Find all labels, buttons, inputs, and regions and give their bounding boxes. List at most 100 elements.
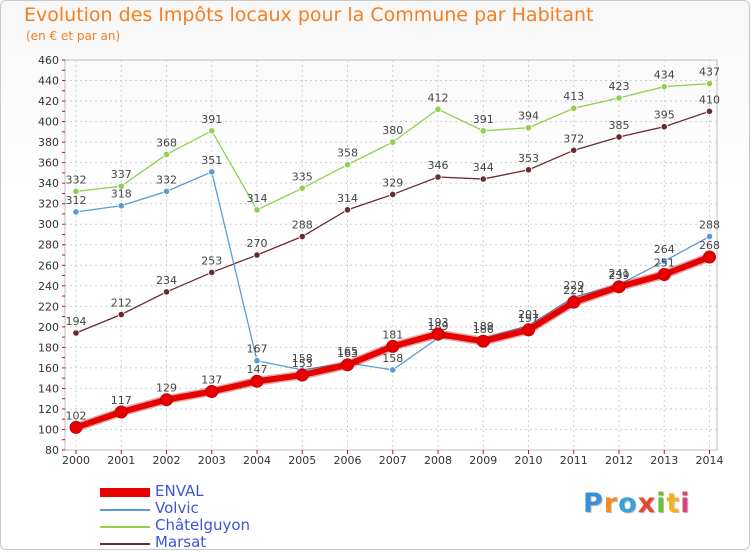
data-label-marsat: 346	[428, 159, 449, 172]
y-tick-label: 100	[38, 423, 59, 436]
y-tick-label: 160	[38, 362, 59, 375]
legend-swatch-marsat	[100, 543, 150, 545]
data-label-chatelguyon: 314	[247, 192, 268, 205]
x-tick-label: 2000	[62, 454, 90, 467]
data-point-marsat	[389, 190, 397, 199]
data-label-chatelguyon: 434	[654, 69, 675, 82]
chart-subtitle: (en € et par an)	[26, 29, 121, 43]
data-label-enval: 153	[292, 357, 313, 370]
data-point-enval	[114, 405, 128, 419]
data-label-chatelguyon: 332	[66, 173, 87, 186]
data-label-volvic: 312	[66, 194, 87, 207]
data-label-enval: 129	[156, 382, 177, 395]
data-label-marsat: 385	[609, 119, 630, 132]
data-label-volvic: 189	[428, 320, 449, 333]
data-label-chatelguyon: 391	[473, 113, 494, 126]
data-label-volvic: 241	[609, 267, 630, 280]
data-point-chatelguyon	[117, 182, 125, 190]
data-point-enval	[703, 250, 716, 264]
x-tick-label: 2006	[334, 454, 362, 467]
data-point-chatelguyon	[479, 127, 487, 135]
data-point-enval	[386, 339, 400, 353]
data-label-enval: 197	[518, 312, 539, 325]
logo-letter: P	[583, 488, 604, 519]
data-point-enval	[476, 334, 490, 348]
data-point-marsat	[343, 206, 352, 214]
legend-swatch-chatelguyon	[100, 526, 150, 528]
legend-item-chatelguyon[interactable]: Châtelguyon	[100, 516, 300, 535]
y-tick-label: 80	[45, 444, 59, 457]
data-label-volvic: 158	[382, 352, 403, 365]
data-label-enval: 181	[382, 328, 403, 341]
data-point-chatelguyon	[705, 80, 714, 88]
legend-label-volvic: Volvic	[155, 499, 199, 517]
data-label-chatelguyon: 423	[609, 80, 630, 93]
legend-item-marsat[interactable]: Marsat	[100, 533, 300, 552]
data-point-chatelguyon	[570, 104, 578, 112]
data-label-marsat: 194	[66, 315, 87, 328]
data-point-marsat	[72, 329, 80, 337]
data-point-enval	[205, 385, 219, 398]
data-point-volvic	[253, 357, 261, 365]
data-label-enval: 163	[337, 347, 358, 360]
proxiti-logo[interactable]: Proxiti	[583, 488, 691, 519]
y-tick-label: 440	[38, 75, 59, 88]
data-label-marsat: 288	[292, 219, 313, 232]
x-tick-label: 2002	[153, 454, 181, 467]
y-tick-label: 240	[38, 280, 59, 293]
data-point-chatelguyon	[208, 127, 216, 135]
data-point-marsat	[570, 146, 578, 154]
logo-letter: x	[637, 488, 657, 519]
data-label-marsat: 234	[156, 274, 177, 287]
data-point-enval	[341, 358, 354, 372]
data-point-enval	[69, 420, 83, 434]
y-tick-label: 340	[38, 177, 59, 190]
data-point-marsat	[705, 107, 714, 115]
data-label-volvic: 318	[111, 188, 132, 201]
data-label-enval: 117	[111, 394, 132, 407]
y-tick-label: 300	[38, 218, 59, 231]
logo-letter: r	[603, 488, 619, 519]
data-point-marsat	[434, 173, 442, 181]
legend-item-enval[interactable]: ENVAL	[100, 482, 300, 501]
data-point-enval	[160, 393, 173, 407]
y-tick-label: 120	[38, 403, 59, 416]
legend-swatch-enval	[100, 488, 150, 497]
data-point-chatelguyon	[524, 124, 533, 132]
data-label-volvic: 332	[156, 173, 177, 186]
x-tick-label: 2014	[696, 454, 724, 467]
data-label-marsat: 353	[518, 152, 539, 165]
x-tick-label: 2010	[515, 454, 543, 467]
x-tick-label: 2007	[379, 454, 407, 467]
data-label-chatelguyon: 368	[156, 136, 177, 149]
data-point-volvic	[117, 202, 125, 210]
data-point-chatelguyon	[615, 94, 623, 102]
data-label-volvic: 165	[337, 345, 358, 358]
data-point-enval	[522, 323, 535, 337]
data-point-marsat	[615, 133, 623, 141]
data-label-volvic: 167	[247, 343, 268, 356]
data-point-enval	[295, 368, 309, 382]
data-point-enval	[567, 295, 581, 309]
y-tick-label: 460	[38, 54, 59, 67]
data-label-marsat: 344	[473, 161, 494, 174]
data-label-enval: 239	[609, 269, 630, 282]
logo-letter: i	[656, 488, 667, 519]
legend-item-volvic[interactable]: Volvic	[100, 499, 300, 518]
data-point-marsat	[660, 123, 668, 131]
y-tick-label: 140	[38, 382, 59, 395]
data-label-volvic: 264	[654, 243, 675, 256]
data-label-marsat: 212	[111, 297, 132, 310]
data-point-marsat	[117, 310, 125, 319]
data-point-chatelguyon	[660, 83, 668, 91]
logo-letter: o	[618, 488, 638, 519]
x-tick-label: 2004	[243, 454, 271, 467]
data-point-marsat	[162, 288, 171, 296]
data-label-marsat: 253	[201, 254, 222, 267]
data-point-volvic	[72, 208, 80, 216]
data-label-enval: 193	[428, 316, 449, 329]
y-tick-label: 280	[38, 239, 59, 252]
data-label-volvic: 288	[699, 219, 720, 232]
legend-label-marsat: Marsat	[155, 533, 207, 551]
